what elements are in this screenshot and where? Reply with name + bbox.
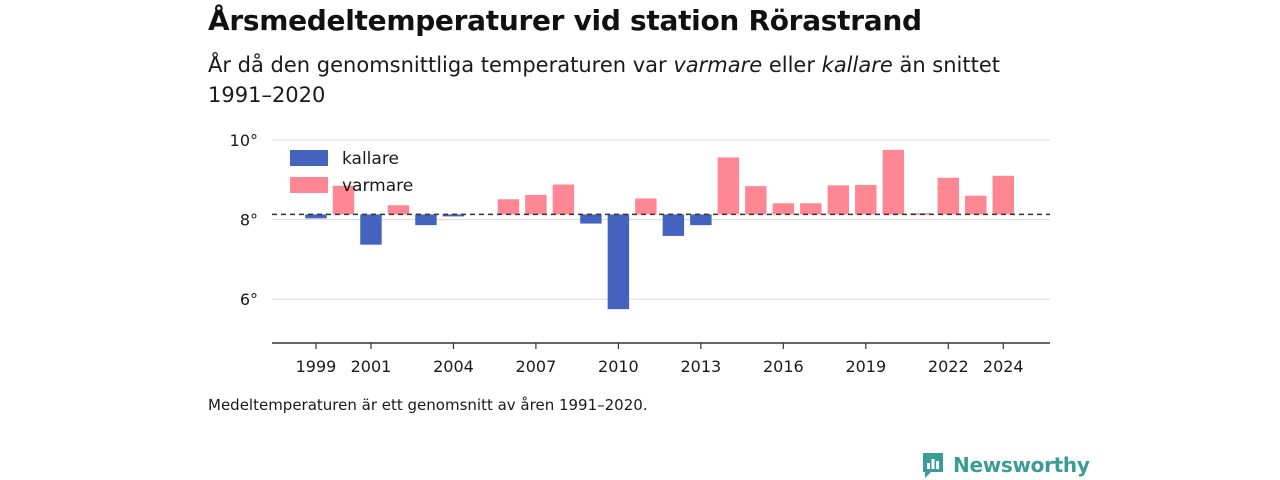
bar-2010	[607, 214, 630, 310]
subtitle-text-1: År då den genomsnittliga temperaturen va…	[208, 53, 674, 77]
chart-title: Årsmedeltemperaturer vid station Rörastr…	[208, 4, 922, 37]
bar-2019	[855, 184, 877, 215]
legend-label-kallare: kallare	[342, 149, 399, 169]
x-tick-label: 2007	[516, 357, 557, 376]
bar-1999	[305, 214, 327, 219]
bar-2001	[360, 214, 382, 245]
bar-2006	[497, 199, 520, 215]
x-tick-label: 2022	[928, 357, 969, 376]
chart-subtitle: År då den genomsnittliga temperaturen va…	[208, 50, 1028, 110]
bar-2009	[580, 214, 602, 224]
x-tick-label: 2004	[433, 357, 474, 376]
subtitle-text-3: än snittet 1991–2020	[208, 53, 1001, 107]
bars	[305, 149, 1014, 310]
bar-2013	[690, 214, 712, 226]
bar-2007	[525, 194, 547, 215]
bar-2002	[387, 205, 410, 215]
bar-2000	[332, 185, 355, 215]
newsworthy-logo-icon	[923, 453, 943, 478]
bar-2014	[717, 157, 740, 215]
x-tick-label: 2024	[983, 357, 1024, 376]
bar-2024	[992, 175, 1014, 215]
y-tick-label: 6°	[240, 290, 258, 309]
bar-2017	[800, 203, 822, 215]
legend-label-varmare: varmare	[342, 176, 413, 196]
x-tick-label: 2013	[681, 357, 722, 376]
bar-2004	[442, 214, 465, 217]
y-axis-tick-labels: 6° 8° 10°	[230, 131, 258, 309]
legend-swatch-varmare	[290, 177, 328, 193]
bar-2023	[965, 195, 987, 215]
brand-name: Newsworthy	[953, 453, 1090, 477]
bar-2012	[662, 214, 685, 236]
gridlines	[272, 139, 1050, 300]
subtitle-emphasis-warmer: varmare	[673, 53, 763, 77]
subtitle-emphasis-colder: kallare	[821, 53, 893, 77]
bar-2020	[882, 149, 905, 215]
bar-2003	[415, 214, 437, 226]
bar-2022	[937, 177, 960, 215]
x-tick-label: 2010	[598, 357, 639, 376]
legend-swatch-kallare	[290, 150, 328, 166]
y-tick-label: 10°	[230, 131, 258, 150]
x-tick-label: 1999	[296, 357, 337, 376]
legend: kallare varmare	[290, 149, 413, 196]
brand-logo: Newsworthy	[921, 450, 1090, 480]
x-tick-label: 2019	[845, 357, 886, 376]
bar-2011	[635, 198, 657, 215]
bar-2018	[827, 185, 850, 215]
y-tick-label: 8°	[240, 211, 258, 230]
x-axis-ticks: 1999 2001 2004 2007 2010 2013 2016 2019 2022 2024	[296, 343, 1024, 376]
subtitle-text-2: eller	[762, 53, 822, 77]
footnote: Medeltemperaturen är ett genomsnitt av å…	[208, 396, 648, 414]
x-tick-label: 2001	[351, 357, 392, 376]
bar-2016	[772, 203, 795, 215]
x-tick-label: 2016	[763, 357, 804, 376]
bar-2015	[745, 186, 767, 215]
bar-2008	[552, 184, 575, 215]
